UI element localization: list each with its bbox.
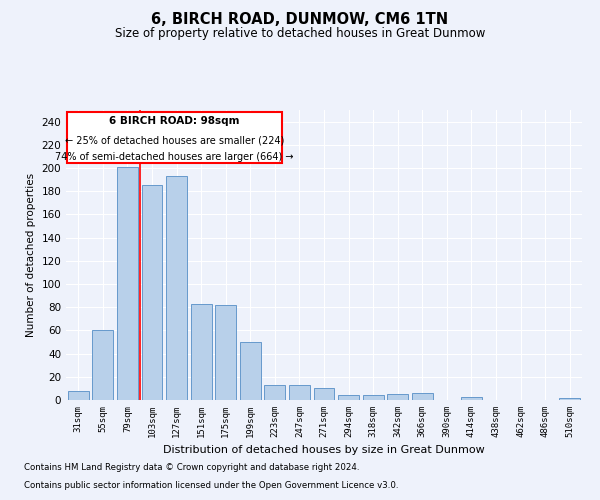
Text: Contains HM Land Registry data © Crown copyright and database right 2024.: Contains HM Land Registry data © Crown c… [24,464,359,472]
Bar [240,342,261,400]
Bar [92,330,113,400]
Bar [338,396,359,400]
Bar [265,385,286,400]
Bar [314,388,334,400]
Bar [215,305,236,400]
Bar [166,176,187,400]
Bar [387,394,408,400]
Bar [117,167,138,400]
Bar [362,396,383,400]
Text: Size of property relative to detached houses in Great Dunmow: Size of property relative to detached ho… [115,28,485,40]
Text: 74% of semi-detached houses are larger (664) →: 74% of semi-detached houses are larger (… [55,152,294,162]
Y-axis label: Number of detached properties: Number of detached properties [26,173,36,337]
Text: 6, BIRCH ROAD, DUNMOW, CM6 1TN: 6, BIRCH ROAD, DUNMOW, CM6 1TN [151,12,449,28]
Bar [461,396,482,400]
Bar [559,398,580,400]
X-axis label: Distribution of detached houses by size in Great Dunmow: Distribution of detached houses by size … [163,446,485,456]
Bar [289,385,310,400]
Text: 6 BIRCH ROAD: 98sqm: 6 BIRCH ROAD: 98sqm [109,116,240,126]
Text: ← 25% of detached houses are smaller (224): ← 25% of detached houses are smaller (22… [65,136,284,145]
Bar [191,304,212,400]
Text: Contains public sector information licensed under the Open Government Licence v3: Contains public sector information licen… [24,481,398,490]
Bar [68,390,89,400]
Bar [142,186,163,400]
Bar [412,393,433,400]
